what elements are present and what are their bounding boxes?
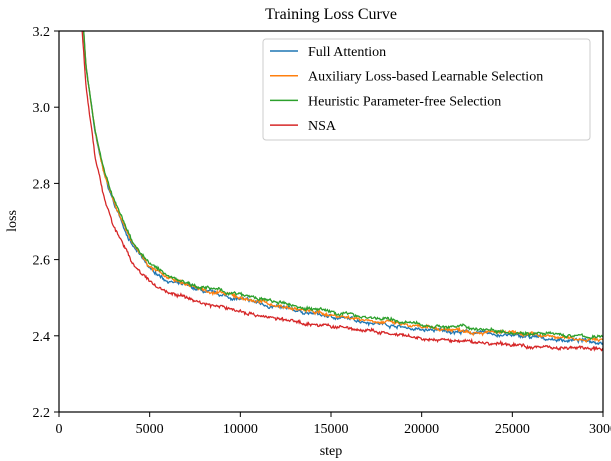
x-tick-label: 25000 [495, 422, 530, 437]
legend-label: Auxiliary Loss-based Learnable Selection [308, 70, 543, 85]
x-tick-label: 15000 [314, 422, 349, 437]
y-axis-label: loss [5, 210, 20, 232]
x-tick-label: 20000 [404, 422, 439, 437]
legend-label: NSA [308, 119, 337, 134]
y-tick-label: 2.6 [33, 254, 51, 269]
legend-box [262, 38, 591, 141]
series-line-2 [83, 31, 603, 340]
y-tick-label: 2.2 [33, 406, 51, 421]
x-axis-label: step [320, 444, 343, 459]
x-tick-label: 10000 [223, 422, 258, 437]
legend-label: Full Attention [308, 45, 386, 60]
series-line-3 [81, 31, 603, 352]
series-line-1 [82, 31, 603, 343]
x-tick-label: 0 [56, 422, 63, 437]
y-tick-label: 2.4 [33, 330, 51, 345]
chart-title: Training Loss Curve [265, 6, 397, 23]
y-tick-label: 3.0 [33, 101, 51, 116]
y-tick-label: 3.2 [33, 25, 51, 40]
legend-label: Heuristic Parameter-free Selection [308, 94, 501, 109]
x-tick-label: 5000 [136, 422, 164, 437]
legend: Full Attention Auxiliary Loss-based Learn… [262, 38, 591, 141]
y-tick-label: 2.8 [33, 177, 51, 192]
x-tick-label: 3000 [589, 422, 611, 437]
